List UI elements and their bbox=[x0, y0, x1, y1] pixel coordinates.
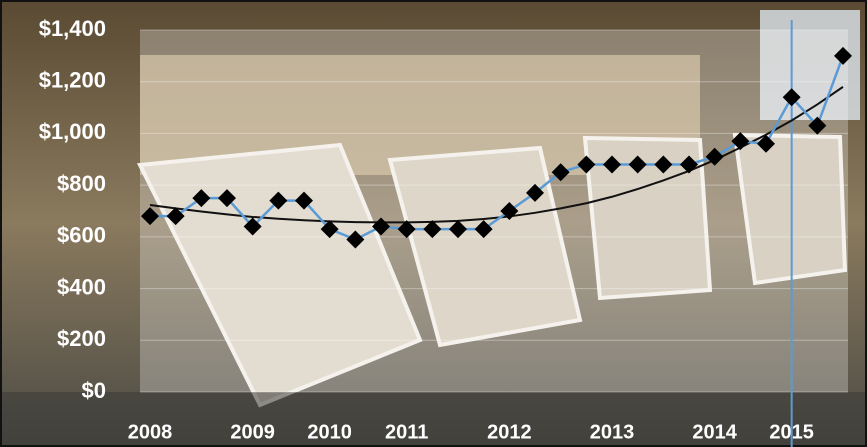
data-point bbox=[423, 220, 442, 239]
x-tick-label: 2011 bbox=[385, 421, 428, 443]
y-tick-label: $1,200 bbox=[39, 68, 106, 93]
y-tick-label: $400 bbox=[57, 274, 106, 299]
x-tick-label: 2013 bbox=[590, 421, 635, 443]
data-point bbox=[757, 134, 775, 153]
y-tick-label: $1,000 bbox=[39, 119, 106, 144]
data-point bbox=[346, 230, 365, 249]
data-point bbox=[141, 207, 159, 226]
data-point bbox=[269, 191, 288, 210]
photo-box bbox=[136, 142, 423, 408]
data-point bbox=[577, 155, 596, 174]
data-point bbox=[320, 220, 339, 239]
x-axis-band bbox=[0, 392, 867, 447]
plot-area bbox=[140, 30, 848, 392]
y-tick-label: $200 bbox=[57, 326, 106, 351]
photo-box bbox=[582, 135, 713, 301]
data-point bbox=[474, 220, 493, 239]
data-point bbox=[192, 189, 211, 208]
y-tick-label: $600 bbox=[57, 223, 106, 248]
x-tick-label: 2008 bbox=[128, 421, 173, 443]
x-tick-label: 2010 bbox=[307, 421, 352, 443]
data-point bbox=[654, 155, 673, 174]
data-point bbox=[397, 220, 416, 239]
data-point bbox=[449, 220, 467, 239]
data-point bbox=[705, 147, 724, 166]
data-point bbox=[628, 155, 647, 174]
photo-box bbox=[732, 132, 848, 286]
photo-window bbox=[760, 10, 860, 120]
x-tick-label: 2012 bbox=[487, 421, 532, 443]
data-point bbox=[295, 191, 313, 210]
trendline bbox=[149, 86, 844, 224]
data-point bbox=[680, 155, 698, 174]
data-point bbox=[500, 202, 519, 220]
x-tick-label: 2009 bbox=[230, 421, 275, 443]
data-point bbox=[243, 217, 262, 236]
series-line bbox=[150, 55, 845, 241]
data-point bbox=[782, 88, 801, 107]
y-tick-label: $0 bbox=[82, 378, 106, 403]
data-point bbox=[372, 217, 390, 236]
data-point bbox=[731, 132, 750, 151]
y-tick-label: $800 bbox=[57, 171, 106, 196]
data-point bbox=[526, 183, 544, 202]
data-point bbox=[166, 207, 185, 226]
x-tick-label: 2014 bbox=[692, 421, 737, 443]
data-point bbox=[551, 163, 570, 182]
data-point bbox=[218, 189, 236, 208]
y-tick-label: $1,400 bbox=[39, 16, 106, 41]
data-point bbox=[834, 46, 852, 65]
data-point bbox=[808, 116, 827, 135]
data-point bbox=[603, 155, 621, 174]
